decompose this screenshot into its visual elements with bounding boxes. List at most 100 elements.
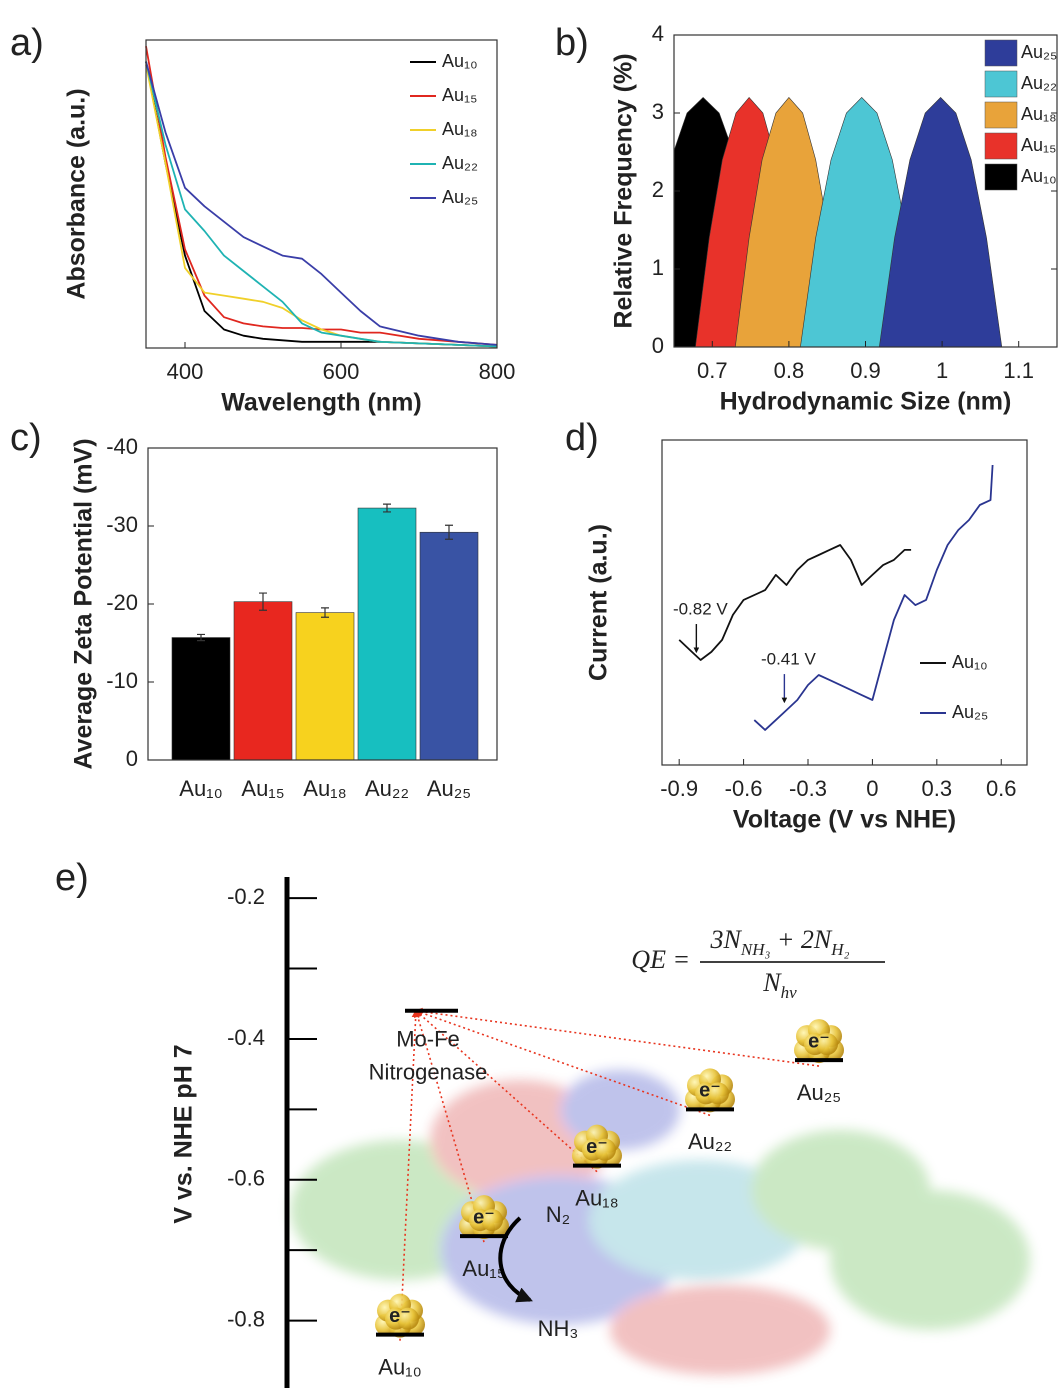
x-tick-label: Au₁₀ bbox=[179, 776, 222, 801]
error-bar bbox=[197, 633, 205, 642]
y-tick-label: 2 bbox=[652, 177, 664, 202]
protein-domain bbox=[830, 1190, 1030, 1330]
x-tick-label: 400 bbox=[167, 359, 204, 384]
cluster-sphere bbox=[397, 1307, 419, 1330]
panel-label: c) bbox=[10, 417, 42, 459]
x-tick-label: 1.1 bbox=[1003, 358, 1034, 383]
electron-label: e⁻ bbox=[473, 1206, 495, 1228]
y-axis-label: Relative Frequency (%) bbox=[610, 53, 638, 328]
x-tick-label: -0.6 bbox=[725, 776, 763, 801]
x-tick-label: 1 bbox=[936, 358, 948, 383]
acceptor-label: Mo-Fe bbox=[396, 1027, 460, 1052]
legend-swatch bbox=[984, 132, 1018, 160]
cluster-label: Au₁₀ bbox=[378, 1354, 421, 1379]
panel-label: a) bbox=[10, 22, 44, 64]
x-tick-label: Au₁₅ bbox=[241, 776, 284, 801]
error-bar bbox=[445, 524, 453, 540]
legend-label: Au₁₀ bbox=[1021, 166, 1057, 186]
y-tick-label: -20 bbox=[106, 590, 138, 615]
error-bar bbox=[259, 592, 267, 611]
y-tick-label: -10 bbox=[106, 668, 138, 693]
series-line bbox=[145, 46, 498, 346]
x-tick-label: -0.3 bbox=[789, 776, 827, 801]
x-tick-label: 0.7 bbox=[697, 358, 728, 383]
legend-label: Au₂₅ bbox=[952, 702, 988, 722]
series-line bbox=[753, 464, 994, 731]
y-axis-label: Average Zeta Potential (mV) bbox=[70, 438, 98, 769]
electron-label: e⁻ bbox=[586, 1136, 608, 1158]
y-tick-label: -0.4 bbox=[227, 1025, 265, 1050]
y-tick-label: -40 bbox=[106, 434, 138, 459]
y-tick-label: -30 bbox=[106, 512, 138, 537]
panel-label: b) bbox=[555, 22, 589, 64]
x-tick-label: 0.8 bbox=[774, 358, 805, 383]
reactant-label: N₂ bbox=[546, 1202, 570, 1227]
x-tick-label: 800 bbox=[479, 359, 516, 384]
y-tick-label: 1 bbox=[652, 255, 664, 280]
y-tick-label: -0.2 bbox=[227, 884, 265, 909]
plot-frame bbox=[661, 439, 1028, 766]
x-tick-label: Au₂₂ bbox=[365, 776, 409, 801]
error-bar bbox=[321, 607, 329, 618]
plot-frame bbox=[145, 39, 498, 349]
equation-part: + 2N bbox=[770, 925, 833, 954]
electron-path bbox=[414, 1009, 711, 1117]
bar bbox=[295, 612, 355, 761]
y-tick-label: -0.8 bbox=[227, 1306, 265, 1331]
electron-label: e⁻ bbox=[699, 1080, 721, 1102]
series-line bbox=[145, 61, 498, 348]
cluster-label: Au₁₈ bbox=[575, 1185, 618, 1210]
protein-domain bbox=[610, 1285, 830, 1375]
electron-label: e⁻ bbox=[808, 1030, 830, 1052]
cluster-sphere bbox=[481, 1209, 503, 1232]
acceptor-label: Nitrogenase bbox=[369, 1060, 488, 1085]
equation-numerator: 3NNH₃ + 2NH₂ bbox=[710, 925, 850, 959]
cluster-sphere bbox=[707, 1082, 729, 1105]
legend-label: Au₁₀ bbox=[442, 51, 478, 71]
y-axis-label: Absorbance (a.u.) bbox=[63, 88, 91, 299]
reaction-arrow bbox=[498, 1216, 533, 1303]
y-tick-label: 0 bbox=[126, 746, 138, 771]
legend-label: Au₁₅ bbox=[1021, 135, 1056, 155]
x-axis-label: Wavelength (nm) bbox=[221, 389, 421, 417]
cluster-sphere bbox=[816, 1033, 838, 1056]
electron-label: e⁻ bbox=[389, 1305, 411, 1327]
legend-label: Au₂₅ bbox=[442, 187, 478, 207]
equation-part: NH₃ bbox=[740, 940, 771, 959]
y-tick-label: 0 bbox=[652, 333, 664, 358]
legend-label: Au₂₅ bbox=[1021, 42, 1057, 62]
bar bbox=[357, 507, 417, 761]
equation-part: N bbox=[762, 968, 782, 997]
x-tick-label: Au₂₅ bbox=[427, 776, 471, 801]
x-tick-label: -0.9 bbox=[660, 776, 698, 801]
x-tick-label: 0 bbox=[866, 776, 878, 801]
electron-path bbox=[414, 1007, 820, 1067]
x-axis-label: Hydrodynamic Size (nm) bbox=[720, 388, 1012, 416]
annotation: -0.41 V bbox=[761, 650, 816, 669]
size-distribution bbox=[878, 96, 1003, 347]
legend-swatch bbox=[984, 70, 1018, 98]
panel-label: e) bbox=[55, 857, 89, 899]
panel-label: d) bbox=[565, 417, 599, 459]
equation-denominator: Nhν bbox=[762, 968, 797, 1002]
x-tick-label: 0.6 bbox=[986, 776, 1017, 801]
area-group bbox=[674, 96, 1003, 347]
legend-label: Au₁₀ bbox=[952, 652, 988, 672]
cluster-label: Au₂₅ bbox=[797, 1080, 841, 1105]
cluster-sphere bbox=[594, 1138, 616, 1161]
electron-path bbox=[414, 1009, 598, 1173]
x-axis-label: Voltage (V vs NHE) bbox=[733, 806, 956, 834]
equation-part: H₂ bbox=[830, 940, 849, 959]
x-tick-label: Au₁₈ bbox=[303, 776, 346, 801]
protein-background bbox=[290, 1070, 1030, 1375]
legend-label: Au₁₅ bbox=[442, 85, 477, 105]
bar bbox=[171, 637, 231, 761]
legend-swatch bbox=[984, 101, 1018, 129]
legend-label: Au₁₈ bbox=[1021, 104, 1057, 124]
plot-frame bbox=[147, 447, 498, 761]
legend-swatch bbox=[984, 39, 1018, 67]
bar bbox=[233, 601, 293, 761]
x-tick-label: 0.9 bbox=[850, 358, 881, 383]
series-line bbox=[678, 544, 912, 661]
